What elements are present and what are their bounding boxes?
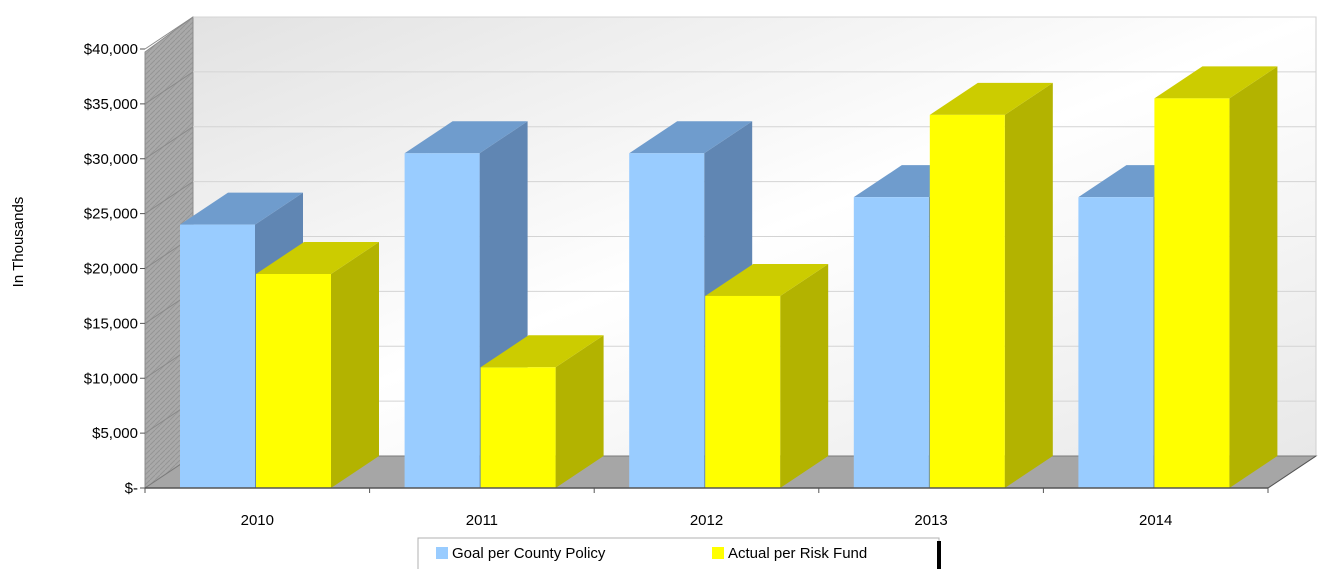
y-tick-label: $- bbox=[125, 480, 138, 497]
y-tick-label: $15,000 bbox=[84, 315, 138, 332]
x-tick-label: 2012 bbox=[690, 512, 723, 529]
x-tick-label: 2010 bbox=[241, 512, 274, 529]
bar-top-goal-2011 bbox=[404, 121, 528, 154]
x-tick-labels: 2010 2011 2012 2013 2014 bbox=[241, 512, 1173, 529]
y-tick-label: $25,000 bbox=[84, 206, 138, 223]
bar-goal-2011 bbox=[404, 153, 480, 488]
bar-goal-2013 bbox=[853, 197, 929, 488]
bar-side-actual-2010 bbox=[331, 241, 379, 488]
y-tick-label: $10,000 bbox=[84, 370, 138, 387]
bar-goal-2012 bbox=[629, 153, 705, 488]
bar-top-goal-2012 bbox=[629, 121, 753, 154]
gridline-side-5 bbox=[144, 181, 194, 215]
bar-side-actual-2013 bbox=[1004, 82, 1053, 488]
bar-actual-2013 bbox=[929, 114, 1005, 488]
x-tick-label: 2011 bbox=[466, 512, 498, 529]
bar-actual-2011 bbox=[480, 367, 556, 488]
y-tick-label: $35,000 bbox=[84, 96, 138, 113]
y-tick-label: $20,000 bbox=[84, 261, 138, 278]
legend-swatch-goal bbox=[436, 547, 448, 559]
bar-top-actual-2010 bbox=[256, 241, 379, 274]
legend: Goal per County Policy Actual per Risk F… bbox=[417, 537, 941, 569]
bar-top-goal-2010 bbox=[180, 192, 303, 225]
bar-top-actual-2014 bbox=[1154, 66, 1278, 99]
legend-label-actual: Actual per Risk Fund bbox=[728, 545, 867, 562]
bar-goal-2010 bbox=[180, 224, 255, 488]
axes bbox=[140, 48, 1317, 493]
bars bbox=[180, 66, 1278, 488]
bar-top-actual-2013 bbox=[929, 82, 1053, 115]
bar-actual-2010 bbox=[256, 273, 331, 488]
gridline-side-7 bbox=[144, 71, 194, 105]
gridline-side-8 bbox=[144, 16, 194, 50]
bar-side-actual-2011 bbox=[555, 335, 604, 488]
bar-top-actual-2012 bbox=[705, 263, 829, 296]
legend-frame bbox=[417, 537, 940, 569]
x-tick-label: 2014 bbox=[1139, 512, 1172, 529]
legend-label-goal: Goal per County Policy bbox=[452, 545, 606, 562]
x-axis-depth-line bbox=[1267, 455, 1317, 489]
bar-top-actual-2011 bbox=[480, 335, 604, 368]
y-axis-title: In Thousands bbox=[10, 197, 27, 288]
gridline-side-6 bbox=[144, 126, 194, 160]
bar-actual-2014 bbox=[1154, 98, 1230, 488]
y-tick-label: $30,000 bbox=[84, 151, 138, 168]
x-tick-label: 2013 bbox=[914, 512, 947, 529]
y-tick-label: $40,000 bbox=[84, 41, 138, 58]
bar-side-actual-2012 bbox=[780, 263, 829, 488]
bar-actual-2012 bbox=[705, 295, 781, 488]
bar-goal-2014 bbox=[1078, 197, 1154, 488]
y-tick-label: $5,000 bbox=[92, 425, 138, 442]
bar-side-actual-2014 bbox=[1229, 66, 1278, 488]
legend-shadow bbox=[937, 541, 941, 569]
y-tick-labels: $- $5,000 $10,000 $15,000 $20,000 $25,000 $30,… bbox=[84, 41, 138, 497]
legend-swatch-actual bbox=[712, 547, 724, 559]
